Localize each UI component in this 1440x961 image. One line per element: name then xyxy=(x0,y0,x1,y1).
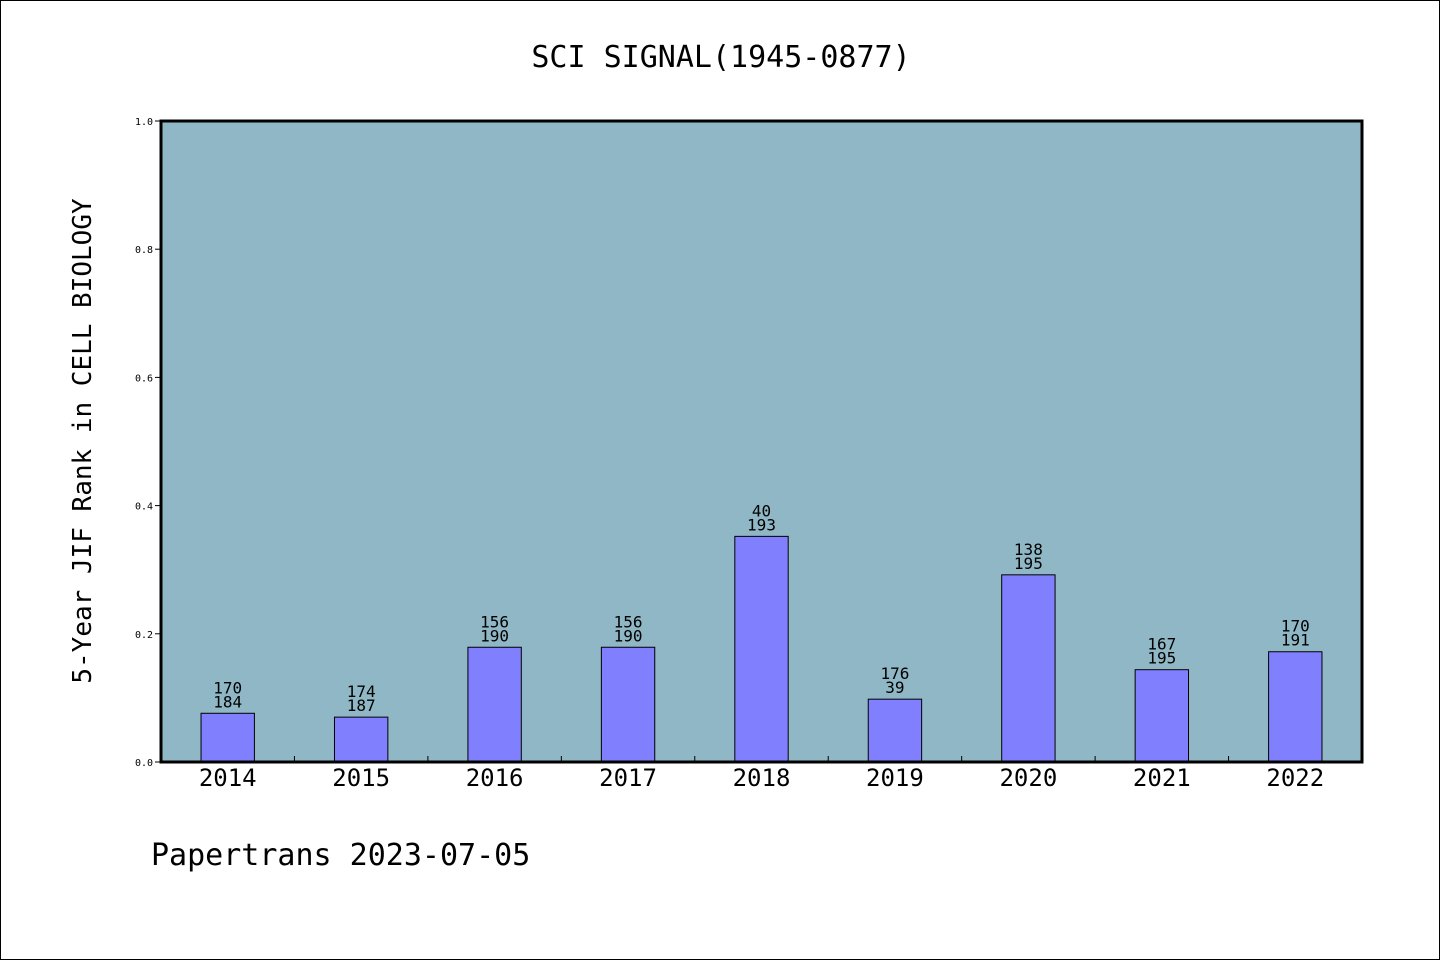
bar-label-top-2019: 176 xyxy=(880,664,909,683)
y-axis-label: 5-Year JIF Rank in CELL BIOLOGY xyxy=(68,198,98,684)
bar-label-top-2018: 40 xyxy=(752,501,771,520)
bar-2021 xyxy=(1134,669,1190,763)
x-tick-label-2014: 2014 xyxy=(199,764,257,792)
bar-2014 xyxy=(200,712,255,763)
x-tick-label-2019: 2019 xyxy=(866,764,924,792)
bar-label-bottom-2021: 195 xyxy=(1147,649,1176,668)
bar-label-bottom-2017: 190 xyxy=(614,626,643,645)
x-tick-label-2015: 2015 xyxy=(332,764,390,792)
bar-label-top-2020: 138 xyxy=(1014,540,1043,559)
bar-label-top-2015: 174 xyxy=(347,682,376,701)
x-tick-label-2022: 2022 xyxy=(1266,764,1324,792)
bar-2017 xyxy=(600,646,656,763)
bar-2016 xyxy=(467,646,522,763)
y-tick-label: 0.4 xyxy=(135,502,153,513)
bar-label-bottom-2015: 187 xyxy=(347,696,376,715)
bar-label-top-2021: 167 xyxy=(1147,635,1176,654)
bar-label-top-2017: 156 xyxy=(614,612,643,631)
x-tick-label-2016: 2016 xyxy=(466,764,524,792)
bar-label-top-2022: 170 xyxy=(1281,617,1310,636)
bar-label-bottom-2019: 39 xyxy=(885,678,904,697)
y-tick-label: 0.0 xyxy=(135,758,153,769)
bar-label-bottom-2020: 195 xyxy=(1014,554,1043,573)
chart-title: SCI SIGNAL(1945-0877) xyxy=(531,40,910,75)
bar-2022 xyxy=(1268,651,1323,763)
bar-2018 xyxy=(734,535,789,763)
bar-2019 xyxy=(867,698,923,763)
y-tick-label: 0.8 xyxy=(135,245,153,256)
bars-layer: 1701841741871561901561904019317639138195… xyxy=(200,501,1323,763)
bar-2015 xyxy=(333,716,389,763)
y-tick-label: 0.6 xyxy=(135,373,153,384)
x-tick-label-2021: 2021 xyxy=(1133,764,1191,792)
bar-label-bottom-2018: 193 xyxy=(747,515,776,534)
bar-label-bottom-2022: 191 xyxy=(1281,631,1310,650)
bar-label-top-2016: 156 xyxy=(480,612,509,631)
axes-layer: 2014 2015 2016 2017 2018 2019 2020 2021 2022 0.0 0… xyxy=(135,117,1324,792)
footer-text: Papertrans 2023-07-05 xyxy=(151,838,530,873)
x-tick-label-2017: 2017 xyxy=(599,764,657,792)
y-tick-label: 1.0 xyxy=(135,117,153,128)
bar-label-bottom-2016: 190 xyxy=(480,626,509,645)
y-tick-label: 0.2 xyxy=(135,630,153,641)
bar-2020 xyxy=(1001,574,1056,763)
x-tick-label-2018: 2018 xyxy=(733,764,791,792)
bar-label-bottom-2014: 184 xyxy=(213,692,242,711)
plot-frame xyxy=(159,119,1364,764)
bar-label-top-2014: 170 xyxy=(213,678,242,697)
x-tick-label-2020: 2020 xyxy=(999,764,1057,792)
